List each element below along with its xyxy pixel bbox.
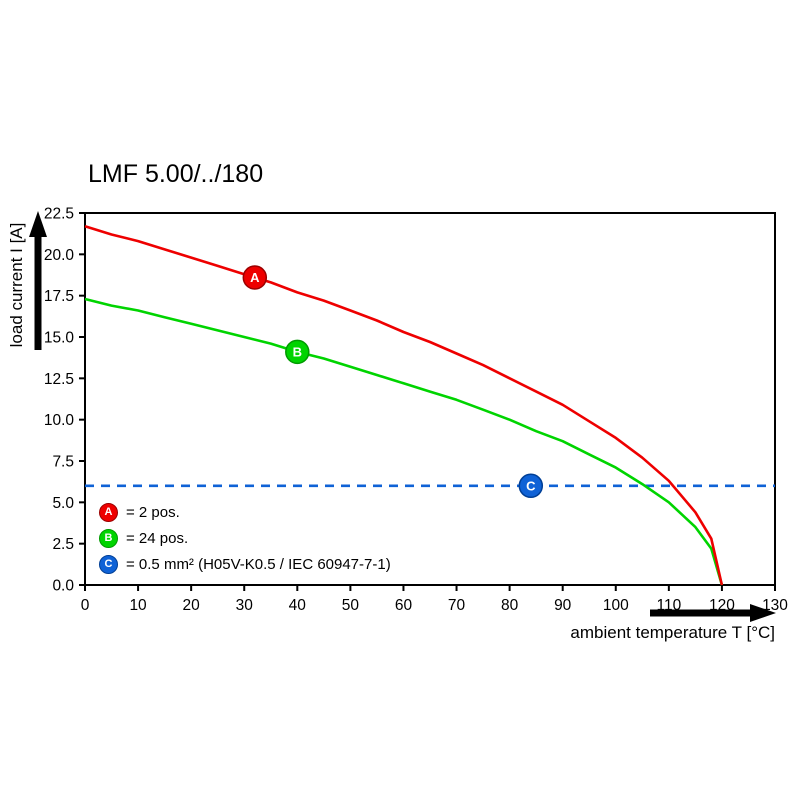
curve-B (84, 297, 724, 586)
legend-item-b: B = 24 pos. (99, 526, 391, 551)
y-tick-label: 12.5 (44, 371, 74, 388)
x-tick-label: 130 (762, 597, 788, 614)
legend-item-c: C = 0.5 mm² (H05V-K0.5 / IEC 60947-7-1) (99, 552, 391, 577)
svg-text:B: B (293, 344, 302, 359)
x-tick-label: 100 (603, 597, 629, 614)
x-axis-label: ambient temperature T [°C] (570, 623, 775, 642)
svg-text:A: A (250, 270, 260, 285)
y-axis-arrow-head (29, 211, 47, 237)
y-tick-label: 0.0 (52, 578, 74, 595)
legend-label-a: = 2 pos. (126, 504, 180, 521)
marker-A: A (242, 265, 268, 290)
y-tick-label: 5.0 (52, 495, 74, 512)
x-tick-label: 90 (554, 597, 572, 614)
plot-border (84, 212, 776, 586)
chart-title: LMF 5.00/../180 (88, 160, 264, 188)
marker-B: B (285, 339, 310, 365)
y-tick-label: 20.0 (44, 247, 75, 264)
legend-label-c: = 0.5 mm² (H05V-K0.5 / IEC 60947-7-1) (126, 556, 391, 573)
x-tick-label: 70 (448, 597, 466, 614)
y-tick-label: 22.5 (44, 206, 74, 223)
legend-label-b: = 24 pos. (126, 530, 189, 547)
x-tick-label: 20 (183, 597, 201, 614)
axes: 0 10 20 30 40 50 60 70 80 90 100 110 120 1300.02.55.0… (44, 206, 788, 615)
y-tick-label: 7.5 (52, 454, 74, 471)
y-tick-label: 15.0 (44, 330, 75, 347)
legend: A = 2 pos. B = 24 pos. C = 0.5 mm² (H05V… (99, 500, 391, 578)
legend-letter-b: B (104, 532, 113, 544)
x-axis-arrow-head (750, 604, 776, 622)
x-tick-label: 80 (501, 597, 519, 614)
x-tick-label: 40 (289, 597, 307, 614)
legend-letter-a: A (104, 506, 113, 518)
x-tick-label: 50 (342, 597, 360, 614)
x-tick-label: 30 (236, 597, 254, 614)
x-tick-label: 10 (129, 597, 147, 614)
x-tick-label: 0 (81, 597, 90, 614)
legend-marker-a-icon: A (99, 503, 118, 522)
legend-letter-c: C (104, 558, 113, 570)
legend-marker-b-icon: B (99, 529, 118, 548)
y-tick-label: 2.5 (52, 536, 74, 553)
legend-marker-c-icon: C (99, 555, 118, 574)
y-tick-label: 10.0 (44, 412, 75, 429)
legend-item-a: A = 2 pos. (99, 500, 391, 525)
y-tick-label: 17.5 (44, 288, 74, 305)
curve-A (84, 224, 724, 586)
svg-text:C: C (526, 478, 536, 493)
x-tick-label: 60 (395, 597, 413, 614)
marker-C: C (518, 473, 544, 499)
y-axis-label: load current I [A] (7, 223, 26, 348)
